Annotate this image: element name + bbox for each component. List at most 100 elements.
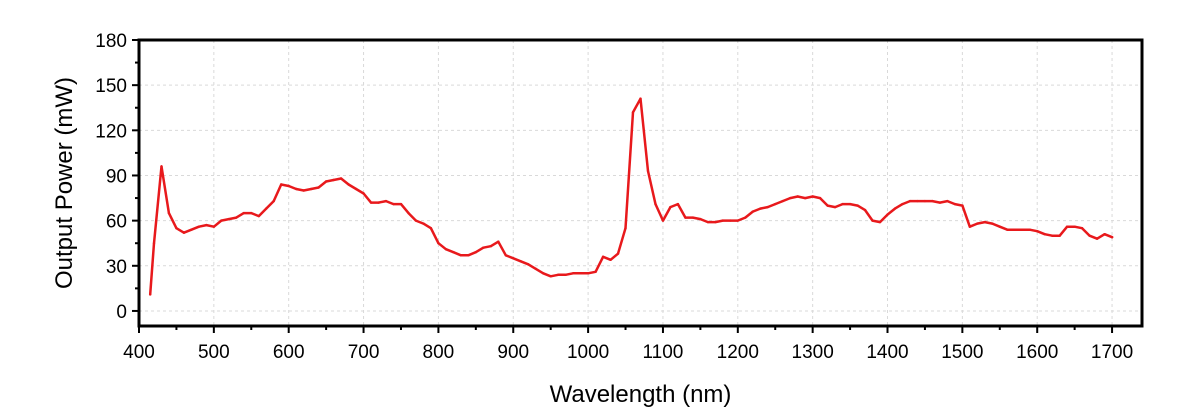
data-point	[706, 220, 710, 224]
data-point	[444, 248, 448, 251]
y-tick-label: 30	[106, 257, 127, 278]
data-point	[691, 216, 695, 219]
data-point	[414, 219, 418, 222]
data-point	[459, 254, 463, 257]
data-point	[789, 196, 792, 200]
data-point	[504, 254, 507, 257]
data-point	[931, 199, 934, 203]
x-tick-label: 1200	[717, 342, 759, 363]
data-point	[661, 219, 665, 222]
data-point	[152, 242, 156, 245]
data-point	[646, 169, 650, 173]
data-point	[1051, 234, 1054, 237]
data-point	[295, 187, 298, 191]
data-point	[639, 97, 642, 100]
y-axis-title: Output Power (mW)	[51, 77, 78, 289]
data-point	[280, 183, 283, 186]
data-point	[242, 211, 245, 215]
data-point	[452, 251, 455, 254]
data-point	[362, 192, 365, 195]
data-point	[1036, 230, 1039, 233]
data-point	[654, 202, 657, 206]
data-point	[1021, 228, 1024, 231]
data-point	[833, 205, 837, 209]
data-point	[1013, 228, 1016, 231]
data-point	[227, 217, 230, 221]
data-point	[235, 216, 238, 219]
data-point	[287, 184, 290, 188]
data-point	[167, 211, 171, 215]
data-point	[938, 201, 942, 204]
data-point	[729, 219, 732, 222]
data-point	[310, 187, 313, 191]
data-point	[684, 216, 687, 219]
data-point	[534, 267, 537, 270]
data-point	[908, 199, 912, 203]
data-point	[766, 205, 769, 209]
data-point	[257, 214, 260, 218]
data-point	[818, 196, 822, 200]
data-point	[1065, 225, 1069, 228]
data-point	[1088, 234, 1091, 237]
data-point	[407, 211, 410, 215]
data-point	[564, 273, 567, 276]
data-point	[317, 186, 320, 189]
data-point	[347, 183, 350, 186]
data-point	[1058, 234, 1061, 237]
data-point	[571, 272, 575, 275]
x-tick-label: 600	[273, 342, 305, 363]
data-point	[886, 213, 889, 216]
data-point	[212, 225, 216, 228]
data-point	[369, 201, 373, 204]
x-tick-label: 1400	[866, 342, 908, 363]
data-point	[354, 187, 358, 191]
data-point	[489, 245, 492, 248]
data-point	[774, 202, 777, 206]
data-point	[497, 240, 500, 243]
y-tick-label: 150	[95, 76, 127, 97]
data-point	[272, 199, 275, 203]
data-point	[991, 222, 994, 225]
data-point	[429, 227, 433, 230]
data-point	[482, 246, 485, 249]
data-point	[384, 199, 388, 203]
data-point	[744, 216, 747, 219]
data-point	[250, 211, 253, 215]
data-point	[863, 208, 867, 212]
x-tick-label: 1100	[643, 342, 684, 363]
data-point	[332, 178, 335, 182]
y-tick-label: 0	[116, 302, 127, 323]
x-tick-label: 1500	[941, 342, 983, 363]
series-line	[148, 97, 1114, 296]
data-point	[197, 225, 201, 228]
data-point	[437, 242, 440, 245]
data-point	[1028, 228, 1031, 231]
data-point	[961, 204, 964, 207]
data-point	[721, 219, 724, 222]
data-point	[624, 227, 627, 230]
data-point	[953, 202, 957, 206]
x-axis-title: Wavelength (nm)	[550, 381, 732, 408]
data-point	[901, 202, 904, 206]
data-point	[811, 195, 814, 198]
data-point	[339, 177, 343, 180]
data-point	[751, 210, 754, 213]
data-point	[893, 207, 897, 210]
x-tick-label: 1000	[567, 342, 609, 363]
plot-frame	[137, 38, 1144, 328]
data-point	[998, 225, 1001, 228]
data-point	[1095, 237, 1099, 240]
data-point	[1103, 233, 1106, 236]
data-point	[512, 257, 515, 260]
data-point	[1110, 236, 1114, 239]
data-point	[714, 220, 717, 224]
data-point	[871, 219, 874, 222]
axis-ticks: 400 500 600 700 800 900 1000 1100 1200 1300 1400 15…	[95, 31, 1133, 363]
data-point	[804, 196, 807, 200]
x-tick-label: 800	[423, 342, 455, 363]
data-point	[519, 260, 522, 263]
data-point	[878, 220, 882, 224]
data-point	[302, 189, 305, 192]
data-point	[946, 199, 949, 203]
